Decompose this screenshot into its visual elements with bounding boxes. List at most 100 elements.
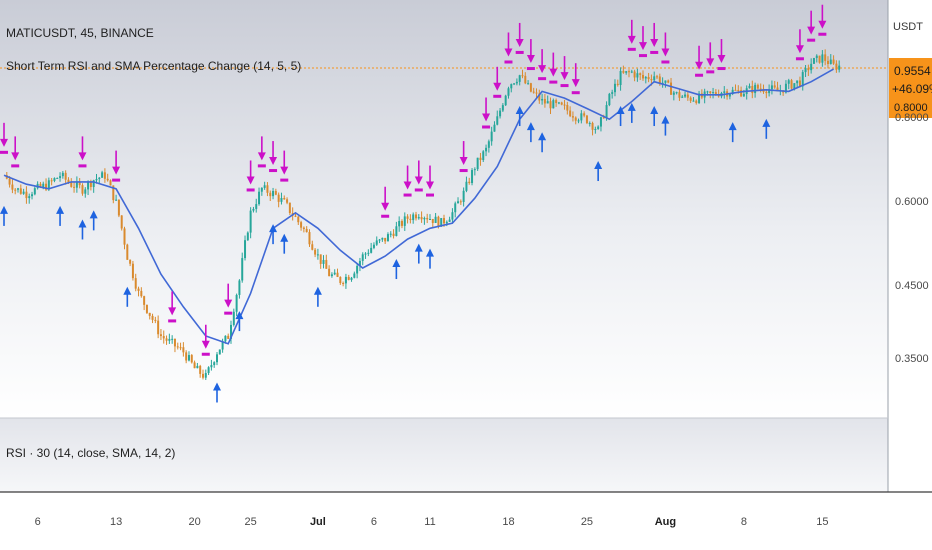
candle-body — [546, 101, 549, 104]
candle-body — [737, 89, 740, 91]
sell-signal-bar — [627, 47, 636, 51]
candle-body — [625, 71, 628, 73]
buy-signal-arrow-head — [526, 122, 535, 131]
candle-body — [406, 216, 409, 219]
candle-body — [204, 373, 207, 378]
sell-signal-bar — [695, 73, 704, 77]
candle-body — [471, 170, 474, 184]
sell-signal-arrow-head — [549, 68, 558, 77]
candle-body — [140, 290, 143, 297]
candle-body — [50, 180, 53, 182]
candle-body — [529, 83, 532, 92]
x-tick-label: 11 — [424, 516, 436, 528]
candle-body — [328, 268, 331, 277]
candle-body — [400, 220, 403, 226]
sell-signal-bar — [168, 319, 177, 323]
buy-signal-arrow-head — [426, 248, 434, 257]
candle-body — [426, 217, 429, 220]
candle-body — [496, 116, 499, 125]
candle-body — [22, 191, 25, 194]
sell-signal-bar — [201, 352, 210, 356]
candle-body — [241, 258, 244, 281]
candle-body — [698, 93, 701, 104]
candle-body — [759, 88, 762, 90]
candle-body — [810, 63, 813, 71]
candle-body — [639, 73, 642, 75]
candle-body — [224, 335, 227, 342]
candle-body — [754, 84, 757, 94]
candle-body — [384, 237, 387, 242]
candle-body — [796, 80, 799, 84]
sell-signal-arrow-head — [639, 42, 647, 51]
candle-body — [414, 214, 417, 219]
candle-body — [574, 117, 577, 121]
candle-body — [448, 219, 451, 222]
candle-body — [627, 71, 630, 73]
buy-signal-arrow-head — [56, 205, 65, 214]
candle-body — [342, 283, 345, 285]
candle-body — [235, 294, 238, 312]
sell-signal-arrow-head — [201, 340, 210, 349]
candle-body — [33, 188, 36, 195]
candle-body — [216, 354, 218, 363]
candle-body — [622, 70, 625, 73]
x-tick-label: 13 — [109, 516, 123, 528]
candle-body — [832, 59, 835, 64]
candle-body — [490, 131, 493, 142]
candle-body — [70, 182, 73, 187]
candle-body — [280, 198, 283, 202]
candle-body — [89, 181, 92, 188]
sell-signal-bar — [818, 32, 827, 36]
buy-signal-arrow-head — [616, 106, 625, 115]
y-tick-label: 0.3500 — [895, 353, 929, 365]
candle-body — [344, 276, 347, 284]
candle-body — [17, 188, 20, 190]
candle-body — [776, 87, 779, 92]
candle-body — [532, 91, 535, 93]
candle-body — [678, 92, 681, 98]
candle-body — [429, 218, 431, 220]
candle-body — [367, 252, 370, 254]
candle-body — [409, 218, 412, 221]
candle-body — [336, 272, 339, 277]
buy-signal-arrow-head — [627, 102, 636, 111]
indicator-legend[interactable]: Short Term RSI and SMA Percentage Change… — [6, 59, 302, 73]
sell-signal-bar — [257, 164, 266, 168]
sell-signal-arrow-head — [560, 72, 569, 81]
sell-signal-arrow-head — [818, 20, 827, 29]
candle-body — [742, 93, 745, 97]
candle-body — [692, 100, 695, 102]
candle-body — [218, 349, 221, 355]
candle-body — [695, 100, 698, 104]
candle-body — [154, 319, 157, 321]
x-tick-label: Aug — [654, 516, 677, 528]
candle-body — [571, 116, 574, 118]
candle-body — [443, 218, 446, 224]
candle-body — [370, 247, 373, 253]
sell-signal-bar — [403, 193, 412, 197]
candle-body — [487, 141, 490, 148]
candle-body — [462, 190, 465, 202]
candle-body — [165, 338, 168, 341]
candle-body — [75, 181, 78, 188]
candle-body — [277, 194, 280, 202]
sell-signal-arrow-head — [661, 48, 670, 57]
candle-body — [137, 288, 140, 291]
sell-signal-bar — [515, 50, 524, 54]
candle-body — [78, 181, 81, 186]
rsi-legend[interactable]: RSI · 30 (14, close, SMA, 14, 2) — [6, 446, 176, 460]
candle-body — [560, 102, 563, 105]
candle-body — [39, 183, 42, 188]
candle-body — [714, 92, 717, 95]
candle-body — [25, 191, 28, 199]
candle-body — [543, 98, 546, 104]
symbol-title[interactable]: MATICUSDT, 45, BINANCE — [6, 26, 154, 40]
candle-body — [283, 198, 286, 200]
candle-body — [476, 157, 479, 170]
candle-body — [650, 79, 653, 81]
candle-body — [493, 124, 496, 132]
candle-body — [201, 373, 204, 378]
sell-signal-bar — [280, 178, 289, 182]
candle-body — [784, 83, 787, 93]
